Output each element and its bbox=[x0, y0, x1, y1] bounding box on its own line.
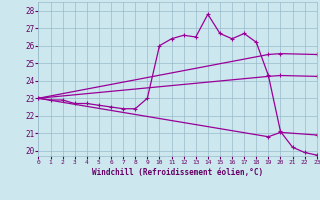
X-axis label: Windchill (Refroidissement éolien,°C): Windchill (Refroidissement éolien,°C) bbox=[92, 168, 263, 177]
